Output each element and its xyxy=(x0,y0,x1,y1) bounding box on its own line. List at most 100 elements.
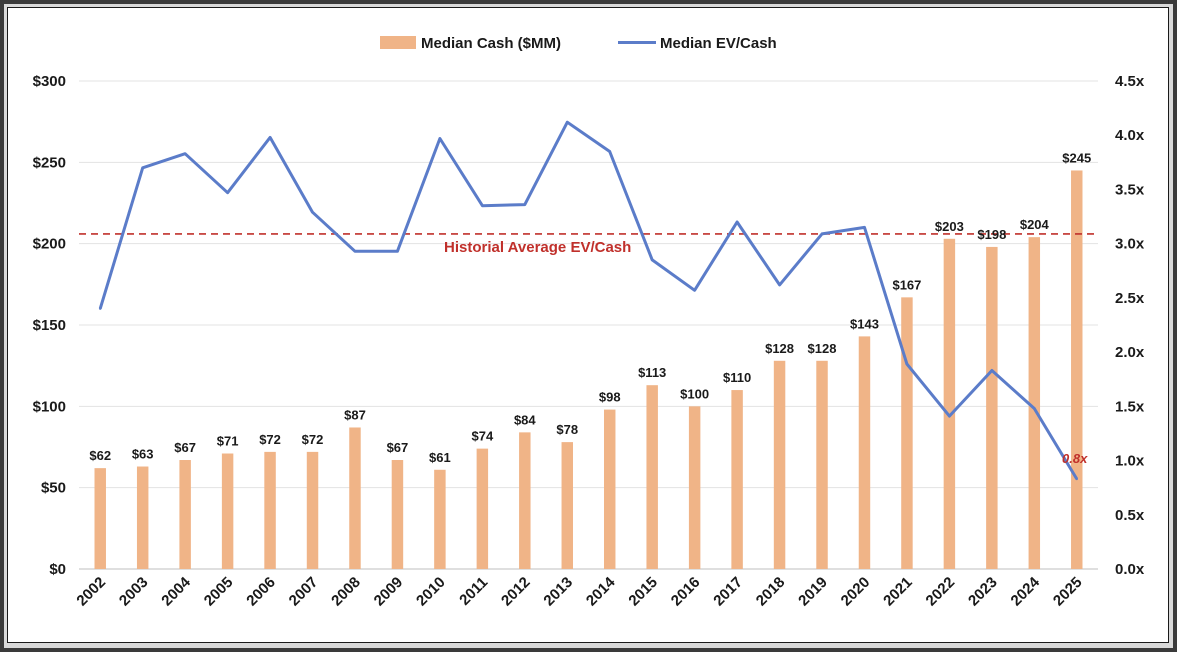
bar-data-label: $72 xyxy=(259,432,281,447)
bar xyxy=(434,469,446,569)
ev-cash-point xyxy=(353,250,357,253)
bar xyxy=(943,238,956,569)
right-axis-tick-label: 2.5x xyxy=(1115,290,1145,307)
legend-bar-label: Median Cash ($MM) xyxy=(421,35,561,52)
chart-frame: $62 $63 $67 $71 $72 $72 $87 $67 $61 $74 $84 $78 $98 $… xyxy=(4,4,1173,648)
x-axis-tick-label: 2025 xyxy=(1050,574,1086,610)
ev-cash-point xyxy=(1033,407,1036,410)
right-axis-tick-label: 0.0x xyxy=(1115,561,1145,578)
ev-cash-point xyxy=(863,226,866,229)
bar xyxy=(221,453,234,569)
chart-area: $62 $63 $67 $71 $72 $72 $87 $67 $61 $74 $84 $78 $98 $… xyxy=(7,7,1169,643)
ev-cash-point xyxy=(693,289,696,292)
bar xyxy=(901,297,913,569)
ev-cash-point xyxy=(226,191,229,194)
x-axis-tick-label: 2007 xyxy=(286,574,322,610)
bar xyxy=(646,385,658,569)
ev-cash-point xyxy=(948,414,951,418)
bar xyxy=(264,451,276,569)
bar xyxy=(349,427,361,569)
right-axis-tick-label: 3.5x xyxy=(1115,181,1145,198)
bar-data-label: $67 xyxy=(387,440,409,455)
bar-data-label: $113 xyxy=(638,365,666,380)
ev-cash-point xyxy=(396,250,399,253)
ev-cash-point xyxy=(608,150,611,153)
bar xyxy=(476,448,489,569)
x-axis-tick-label: 2014 xyxy=(583,573,619,609)
x-axis-tick-label: 2009 xyxy=(371,574,407,610)
right-axis-tick-label: 3.0x xyxy=(1115,236,1145,253)
x-axis-tick-label: 2012 xyxy=(498,574,534,610)
x-axis-tick-label: 2005 xyxy=(201,574,237,610)
bar xyxy=(179,460,191,569)
x-axis-tick-label: 2019 xyxy=(795,574,831,610)
x-axis-tick-label: 2022 xyxy=(923,574,959,610)
x-axis-tick-label: 2006 xyxy=(243,574,279,610)
x-axis-tick-label: 2018 xyxy=(753,574,789,610)
x-axis-tick-label: 2023 xyxy=(965,574,1001,610)
ev-cash-point xyxy=(735,220,739,224)
ev-cash-point xyxy=(778,283,781,287)
x-axis-tick-label: 2020 xyxy=(838,574,874,610)
bar-data-label: $110 xyxy=(723,370,751,385)
x-axis-tick-label: 2010 xyxy=(413,574,449,610)
right-axis-tick-label: 2.0x xyxy=(1115,344,1145,361)
bar-data-label: $63 xyxy=(132,447,154,462)
x-axis-tick-label: 2011 xyxy=(456,574,491,609)
bar-data-label: $67 xyxy=(174,440,196,455)
bar-data-label: $143 xyxy=(850,316,879,331)
bar-data-label: $198 xyxy=(977,227,1006,242)
bar xyxy=(136,466,149,569)
bar xyxy=(1028,237,1041,569)
x-axis-tick-label: 2021 xyxy=(880,574,916,610)
ev-cash-point xyxy=(905,362,909,366)
legend-bar-swatch xyxy=(380,36,416,49)
left-axis-tick-label: $0 xyxy=(49,561,66,578)
x-axis-tick-label: 2016 xyxy=(668,574,704,610)
bar xyxy=(561,442,574,569)
bar xyxy=(519,432,531,569)
ev-cash-point xyxy=(311,211,314,214)
right-axis-tick-label: 1.0x xyxy=(1115,453,1145,470)
x-axis-tick-label: 2008 xyxy=(328,574,364,610)
bar xyxy=(391,460,404,569)
bar-data-label: $87 xyxy=(344,407,366,422)
left-axis-tick-label: $50 xyxy=(41,480,66,497)
ev-cash-point xyxy=(566,121,569,124)
bar-data-label: $61 xyxy=(429,450,451,465)
bar-data-label: $84 xyxy=(514,412,536,427)
bar xyxy=(816,360,828,569)
bar xyxy=(306,451,319,569)
combo-chart: $62 $63 $67 $71 $72 $72 $87 $67 $61 $74 $84 $78 $98 $… xyxy=(33,35,1145,610)
left-axis-tick-label: $150 xyxy=(33,317,66,334)
bar-data-label: $245 xyxy=(1062,150,1091,165)
ev-cash-point xyxy=(99,307,102,310)
ev-cash-point xyxy=(523,203,527,206)
bar-data-label: $203 xyxy=(935,219,964,234)
ev-cash-point xyxy=(481,204,484,207)
x-axis-tick-label: 2002 xyxy=(73,574,109,610)
bar-data-label: $100 xyxy=(680,386,709,401)
right-axis-tick-label: 0.5x xyxy=(1115,507,1145,524)
ev-cash-point xyxy=(268,136,272,139)
right-axis-tick-label: 1.5x xyxy=(1115,398,1145,415)
ev-cash-point xyxy=(1075,477,1078,481)
legend-line-label: Median EV/Cash xyxy=(660,35,777,52)
x-axis-tick-label: 2017 xyxy=(710,574,746,610)
bar xyxy=(858,336,871,569)
ev-cash-point xyxy=(141,166,144,169)
bar-data-label: $128 xyxy=(765,341,794,356)
x-axis-tick-label: 2013 xyxy=(540,574,576,610)
bar-data-label: $62 xyxy=(89,448,111,463)
right-axis-tick-label: 4.5x xyxy=(1115,73,1145,90)
left-axis-tick-label: $250 xyxy=(33,154,66,171)
x-axis-tick-label: 2015 xyxy=(625,574,661,610)
ev-cash-point xyxy=(183,152,187,155)
ev-cash-point xyxy=(650,258,654,262)
bar xyxy=(94,468,106,569)
bar xyxy=(773,360,786,569)
last-point-label: 0.8x xyxy=(1062,451,1088,466)
bar xyxy=(688,406,701,569)
left-axis-tick-label: $200 xyxy=(33,236,66,253)
left-axis-tick-label: $300 xyxy=(33,73,66,90)
